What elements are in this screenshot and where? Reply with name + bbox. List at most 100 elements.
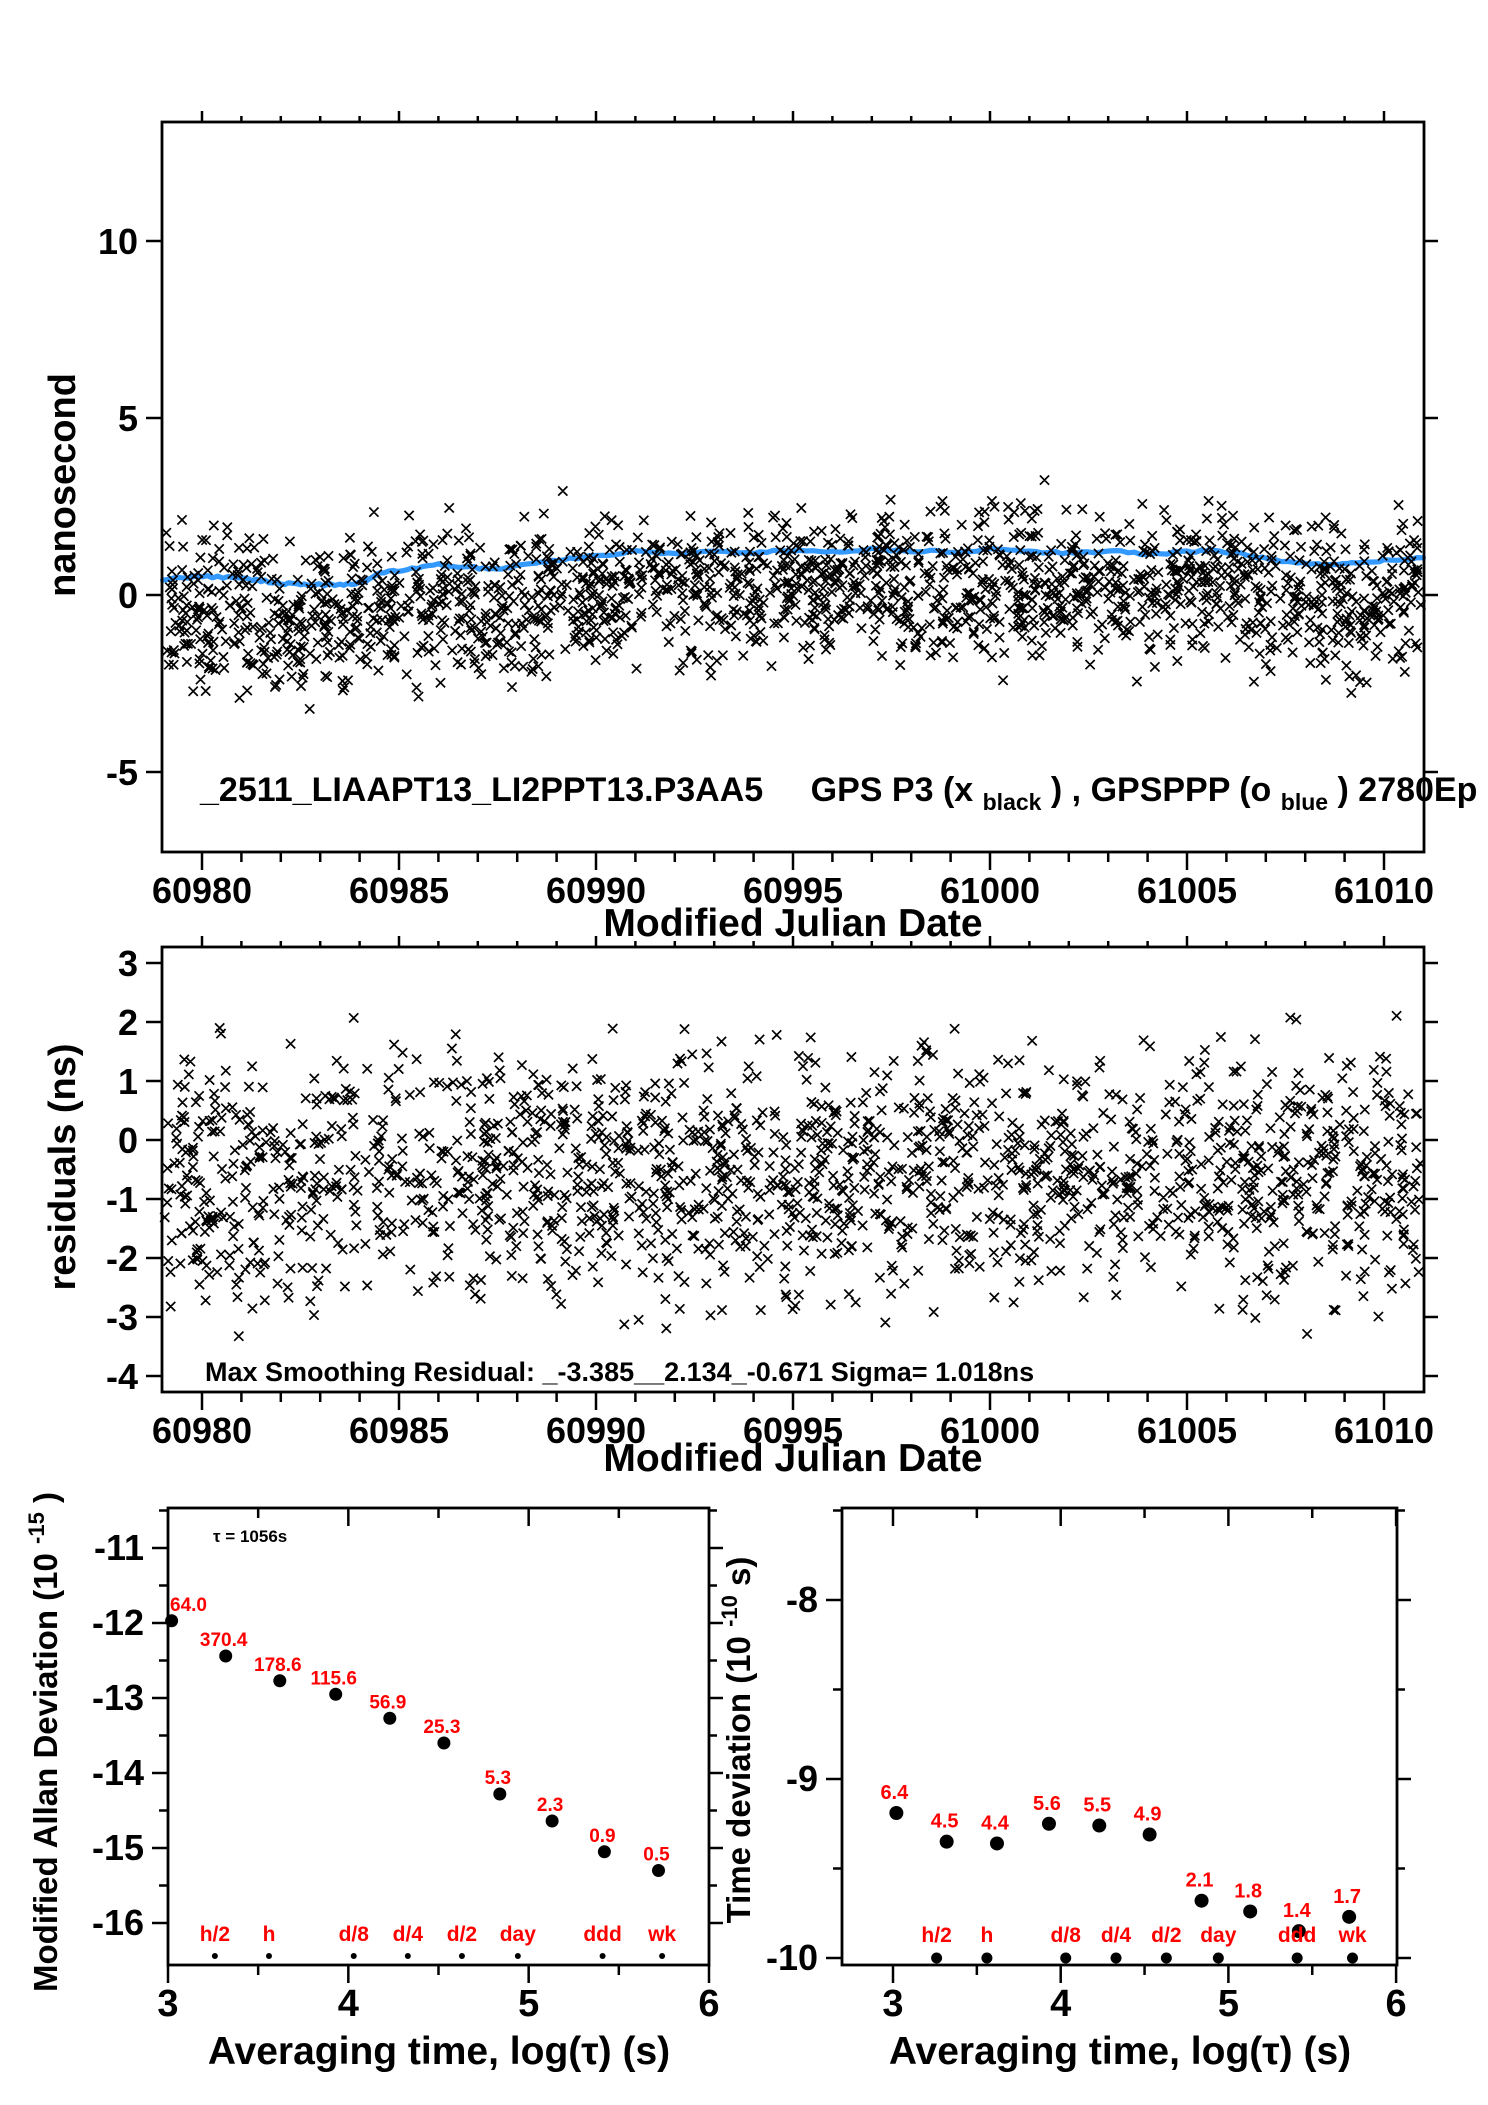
averaging-period-label: wk	[1337, 1924, 1366, 1947]
series2-subscript: blue	[1281, 789, 1328, 815]
deviation-point	[1041, 1816, 1056, 1831]
deviation-point	[329, 1687, 343, 1701]
y-tick-label: -16	[92, 1902, 144, 1943]
deviation-point	[1243, 1904, 1258, 1919]
deviation-point	[545, 1814, 559, 1828]
y-tick-label: -3	[106, 1297, 138, 1338]
x-tick-label: 60980	[152, 870, 252, 911]
tdev-y-title-close: s)	[720, 1557, 757, 1586]
deviation-point-value-label: 6.4	[880, 1782, 909, 1804]
deviation-point-value-label: 4.4	[981, 1812, 1010, 1834]
averaging-period-label: h	[263, 1923, 276, 1946]
averaging-period-label: d/2	[1151, 1924, 1181, 1947]
x-tick-label: 60985	[349, 1410, 449, 1451]
averaging-period-label: d/2	[447, 1923, 477, 1946]
deviation-point-value-label: 1.4	[1283, 1900, 1312, 1922]
averaging-period-label: day	[500, 1923, 537, 1946]
x-tick-label: 6	[698, 1983, 719, 2025]
averaging-period-label: ddd	[583, 1923, 621, 1946]
x-tick-label: 5	[518, 1983, 539, 2025]
averaging-period-marker	[1110, 1952, 1122, 1964]
deviation-point-value-label: 5.3	[485, 1768, 511, 1789]
x-tick-label: 4	[1050, 1983, 1071, 2025]
deviation-point-value-label: 115.6	[310, 1668, 357, 1689]
y-tick-label: -2	[106, 1238, 138, 1279]
y-tick-label: 10	[98, 221, 138, 262]
x-tick-label: 61010	[1334, 1410, 1434, 1451]
mdev-x-axis-title: Averaging time, log(τ) (s)	[208, 2030, 670, 2073]
tdev-points-layer: 6.4 4.5 4.4 5.6 5.5 4.9 2.1 1.8 1.4 1.7 h/2 h d/8 d/4…	[880, 1782, 1367, 1964]
averaging-period-label: d/8	[339, 1923, 370, 1946]
y-tick-label: 0	[118, 1120, 138, 1161]
y-tick-label: -9	[786, 1758, 818, 1799]
y-tick-label: -13	[92, 1677, 144, 1718]
deviation-point	[889, 1806, 904, 1821]
mdev-y-title-close: )	[27, 1492, 64, 1503]
top-panel-title: _2511_LIAAPT13_LI2PPT13.P3AA5 GPS P3 (x …	[199, 771, 1477, 818]
deviation-point-value-label: 5.6	[1033, 1793, 1061, 1815]
averaging-period-label: wk	[647, 1923, 676, 1946]
top-y-axis-title: nanosecond	[42, 373, 84, 597]
averaging-period-label: d/4	[393, 1923, 424, 1946]
deviation-point	[597, 1845, 611, 1859]
averaging-period-label: d/4	[1101, 1924, 1132, 1947]
averaging-period-label: h/2	[200, 1923, 230, 1946]
deviation-point	[939, 1834, 954, 1849]
y-tick-label: -1	[106, 1179, 138, 1220]
averaging-period-marker	[1291, 1952, 1303, 1964]
x-tick-label: 60985	[349, 870, 449, 911]
deviation-point-value-label: 370.4	[200, 1630, 248, 1651]
x-tick-label: 4	[338, 1983, 359, 2025]
y-tick-label: -11	[94, 1527, 144, 1568]
mdev-y-axis-title: Modified Allan Deviation (10 -15 )	[14, 1492, 64, 1992]
top-x-axis-title: Modified Julian Date	[603, 902, 982, 945]
averaging-period-marker	[1346, 1952, 1358, 1964]
deviation-point	[437, 1736, 451, 1750]
gps-p3-x-scatter	[161, 474, 1427, 715]
deviation-point	[1342, 1909, 1357, 1924]
averaging-period-marker	[211, 1953, 218, 1959]
y-tick-label: 0	[118, 575, 138, 616]
residuals-x-scatter	[159, 1010, 1426, 1342]
deviation-point	[651, 1864, 665, 1877]
x-tick-label: 61010	[1334, 870, 1434, 911]
averaging-period-label: h	[980, 1924, 993, 1947]
x-tick-label: 61000	[940, 870, 1040, 911]
series-separator: ) , GPSPPP (o	[1051, 771, 1271, 809]
top-panel-frame	[160, 120, 1426, 854]
deviation-point-value-label: 0.9	[589, 1826, 615, 1847]
averaging-period-marker	[659, 1953, 666, 1959]
tdev-y-axis-title: Time deviation (10 -10 s)	[707, 1557, 757, 1924]
y-tick-label: -14	[92, 1752, 144, 1793]
averaging-period-label: h/2	[921, 1924, 951, 1947]
deviation-point	[493, 1787, 507, 1801]
y-tick-label: -8	[786, 1579, 818, 1620]
averaging-period-marker	[458, 1953, 465, 1959]
deviation-point	[1291, 1924, 1306, 1939]
averaging-period-marker	[1060, 1952, 1072, 1964]
tdev-y-title-superscript: -10	[717, 1595, 742, 1627]
deviation-point-value-label: 1.7	[1333, 1886, 1361, 1908]
top-panel-scatter-layer	[160, 474, 1427, 715]
y-tick-label: -12	[92, 1602, 144, 1643]
averaging-period-label: ddd	[1278, 1924, 1316, 1947]
y-tick-label: -10	[766, 1937, 818, 1978]
x-tick-label: 61005	[1137, 870, 1237, 911]
deviation-point	[1142, 1827, 1157, 1842]
mdev-points-layer: 64.0 370.4 178.6 115.6 56.9 25.3 5.3 2.3 0.9 0.5 h…	[165, 1595, 676, 1959]
averaging-period-label: d/8	[1051, 1924, 1082, 1947]
series1-label: GPS P3 (x	[811, 771, 974, 809]
averaging-period-label: day	[1200, 1924, 1237, 1947]
averaging-period-marker	[1160, 1952, 1172, 1964]
x-tick-label: 3	[882, 1983, 903, 2025]
tdev-panel-frame	[840, 1506, 1399, 1967]
deviation-point	[1194, 1893, 1209, 1908]
tdev-x-axis-title: Averaging time, log(τ) (s)	[889, 2030, 1351, 2073]
deviation-point-value-label: 4.9	[1134, 1803, 1162, 1825]
residuals-y-axis-title: residuals (ns)	[42, 1043, 84, 1290]
y-tick-label: -4	[106, 1356, 138, 1397]
max-smoothing-residual-annotation: Max Smoothing Residual: _-3.385__2.134_-…	[205, 1357, 1034, 1387]
